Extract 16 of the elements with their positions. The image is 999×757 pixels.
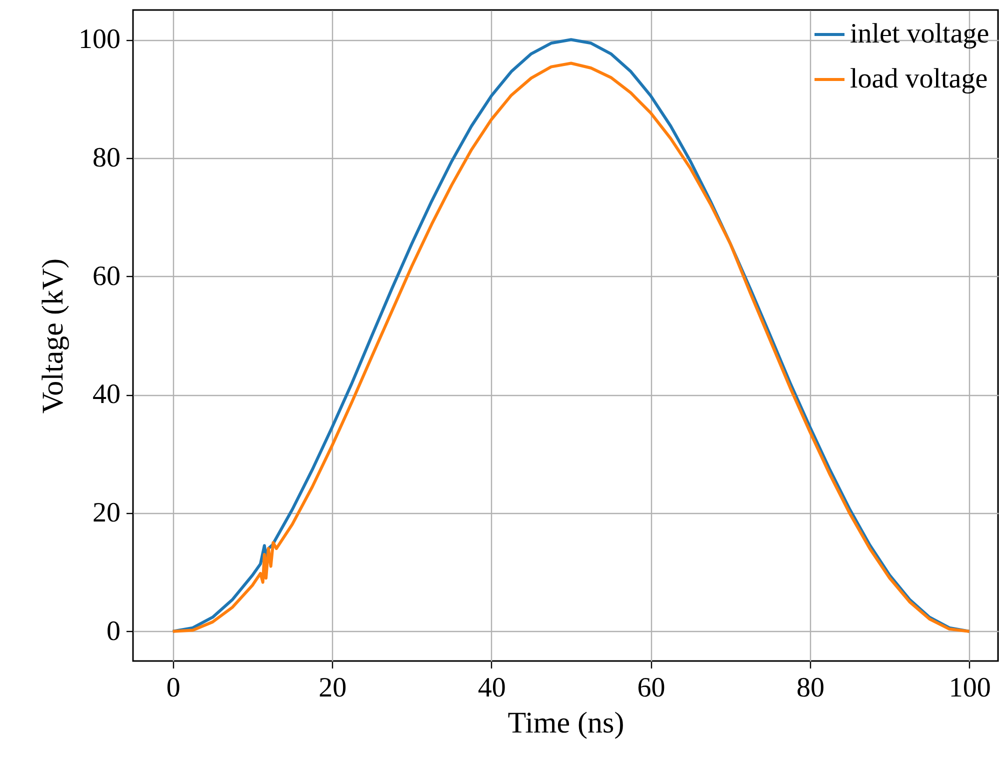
y-tick-label: 40 xyxy=(92,379,120,410)
y-tick-label: 100 xyxy=(78,24,120,56)
x-tick-label: 40 xyxy=(478,672,506,704)
legend-label: inlet voltage xyxy=(850,18,990,50)
x-tick-label: 0 xyxy=(166,672,180,704)
legend-label: load voltage xyxy=(850,64,988,94)
x-tick-label: 80 xyxy=(796,672,825,704)
y-tick-label: 60 xyxy=(92,260,120,292)
x-tick-label: 20 xyxy=(318,672,347,704)
x-tick-label: 100 xyxy=(948,672,991,704)
x-tick-label: 60 xyxy=(637,672,666,704)
y-tick-label: 20 xyxy=(92,498,120,529)
x-axis-title: Time (ns) xyxy=(508,706,624,740)
y-tick-label: 0 xyxy=(106,616,120,647)
y-tick-label: 80 xyxy=(92,142,120,174)
y-axis-title: Voltage (kV) xyxy=(36,258,70,414)
